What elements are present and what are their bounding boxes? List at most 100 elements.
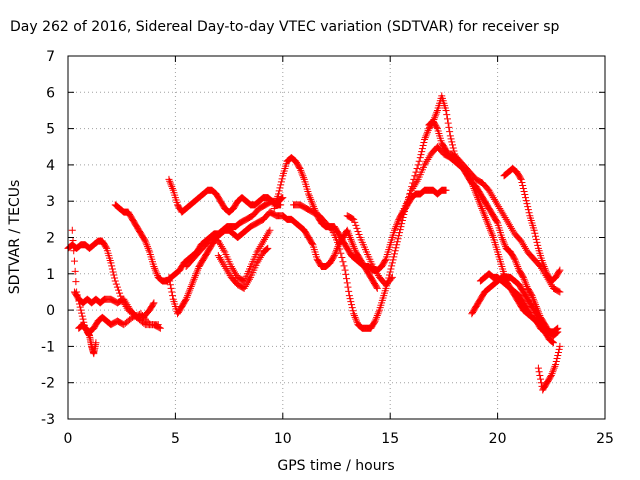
data-point [549, 338, 557, 346]
data-point [533, 238, 541, 246]
data-point [496, 204, 504, 212]
data-point [421, 135, 429, 143]
series-7 [165, 208, 287, 318]
data-point [484, 221, 492, 229]
data-point [298, 170, 306, 178]
data-point [185, 288, 193, 296]
data-point [346, 234, 354, 241]
data-point [370, 318, 378, 326]
data-point [331, 250, 339, 258]
data-point [244, 277, 252, 285]
y-tick-label: 4 [46, 158, 55, 174]
data-point [327, 225, 335, 233]
data-point [348, 239, 356, 247]
data-point [391, 224, 399, 232]
data-point [512, 259, 520, 267]
data-point [486, 188, 494, 196]
data-point [297, 166, 305, 174]
data-point [521, 277, 529, 285]
data-point [333, 246, 340, 254]
axis-ticks [67, 55, 606, 420]
data-point [524, 206, 532, 214]
data-point [308, 199, 316, 207]
data-point [494, 201, 502, 209]
data-point [309, 201, 317, 209]
series-20 [534, 342, 564, 394]
data-point [548, 338, 556, 346]
data-point [348, 301, 356, 309]
data-point [403, 197, 411, 205]
data-point [218, 243, 226, 251]
data-point [184, 292, 192, 300]
y-tick-label: -1 [41, 339, 55, 355]
data-point [502, 215, 510, 223]
data-point [431, 114, 439, 122]
data-point [485, 186, 493, 194]
data-point [493, 199, 501, 207]
data-point [186, 284, 194, 292]
data-point [422, 132, 430, 140]
x-tick-label: 15 [381, 431, 399, 447]
data-point [144, 244, 152, 252]
data-point [351, 313, 359, 321]
data-point [391, 247, 399, 255]
data-point [151, 264, 159, 272]
data-point [410, 175, 418, 183]
x-tick-label: 20 [489, 431, 507, 447]
data-point [243, 279, 251, 287]
data-point [219, 244, 227, 252]
data-point [78, 309, 86, 317]
series-9 [214, 244, 272, 292]
data-point [482, 215, 490, 223]
data-point [350, 243, 358, 251]
data-point [168, 183, 176, 191]
data-point [555, 345, 563, 353]
data-point [470, 184, 478, 192]
data-point [145, 246, 153, 254]
data-point [486, 224, 494, 232]
data-point [107, 259, 115, 267]
data-point [388, 273, 396, 281]
data-point [100, 296, 108, 304]
data-point [144, 319, 152, 327]
data-point [423, 128, 431, 136]
data-point [372, 315, 380, 323]
data-point [220, 246, 228, 254]
data-point [350, 310, 358, 318]
data-point [121, 297, 129, 305]
data-point [165, 175, 173, 183]
data-point [417, 151, 425, 159]
x-tick-label: 5 [171, 431, 180, 447]
data-point [189, 277, 197, 285]
data-point [342, 270, 350, 278]
data-point [501, 241, 509, 249]
data-point [547, 373, 555, 381]
data-point [540, 263, 548, 271]
data-point [345, 287, 353, 295]
data-point [254, 246, 262, 254]
data-point [108, 262, 116, 270]
data-point [398, 220, 406, 228]
data-point [518, 178, 526, 186]
data-point [253, 259, 261, 267]
data-point [229, 266, 237, 274]
data-point [373, 313, 381, 321]
y-tick-label: 7 [46, 49, 55, 65]
data-point [254, 257, 262, 265]
data-point [373, 284, 381, 292]
data-point [481, 212, 489, 220]
series-11 [279, 212, 381, 292]
data-point [519, 241, 527, 249]
data-point [277, 178, 285, 186]
data-point [390, 226, 398, 234]
data-point [553, 328, 561, 336]
data-point [472, 190, 480, 198]
data-point [232, 270, 240, 278]
data-point [375, 308, 383, 316]
data-point [381, 256, 389, 264]
data-point [182, 295, 190, 303]
data-point [489, 232, 497, 240]
data-point [156, 324, 164, 332]
y-tick-label: 2 [46, 231, 55, 247]
data-point [265, 228, 273, 236]
